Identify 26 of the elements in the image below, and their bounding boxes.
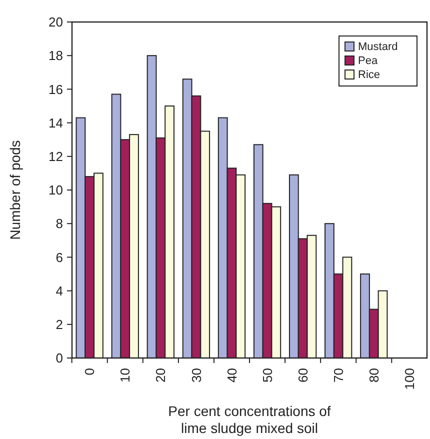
- x-tick-label: 60: [295, 368, 310, 382]
- legend-label: Mustard: [358, 41, 398, 53]
- y-axis-title: Number of pods: [7, 140, 23, 240]
- legend-label: Pea: [358, 55, 378, 67]
- y-tick-label: 18: [48, 48, 63, 64]
- x-tick-label: 0: [82, 368, 98, 376]
- y-tick-label: 0: [56, 350, 63, 366]
- y-tick-label: 16: [48, 82, 63, 97]
- x-tick-label: 70: [330, 368, 346, 382]
- x-tick-label: 50: [260, 368, 275, 382]
- y-tick-label: 8: [56, 216, 63, 232]
- x-tick-label: 100: [402, 368, 417, 390]
- x-tick-label: 80: [366, 368, 382, 382]
- y-tick-label: 4: [56, 283, 63, 298]
- y-tick-label: 6: [56, 250, 63, 265]
- x-tick-label: 10: [118, 368, 133, 382]
- x-tick-label: 20: [153, 368, 168, 382]
- x-axis-title: Per cent concentrations of lime sludge mixed soil: [168, 403, 331, 436]
- y-tick-label: 10: [48, 182, 63, 198]
- x-tick-label: 40: [224, 368, 240, 382]
- y-tick-label: 12: [48, 148, 63, 164]
- y-tick-label: 20: [48, 14, 63, 30]
- legend-label: Rice: [358, 69, 380, 81]
- y-tick-label: 2: [56, 316, 63, 332]
- x-tick-label: 30: [188, 368, 204, 382]
- y-tick-label: 14: [48, 115, 63, 130]
